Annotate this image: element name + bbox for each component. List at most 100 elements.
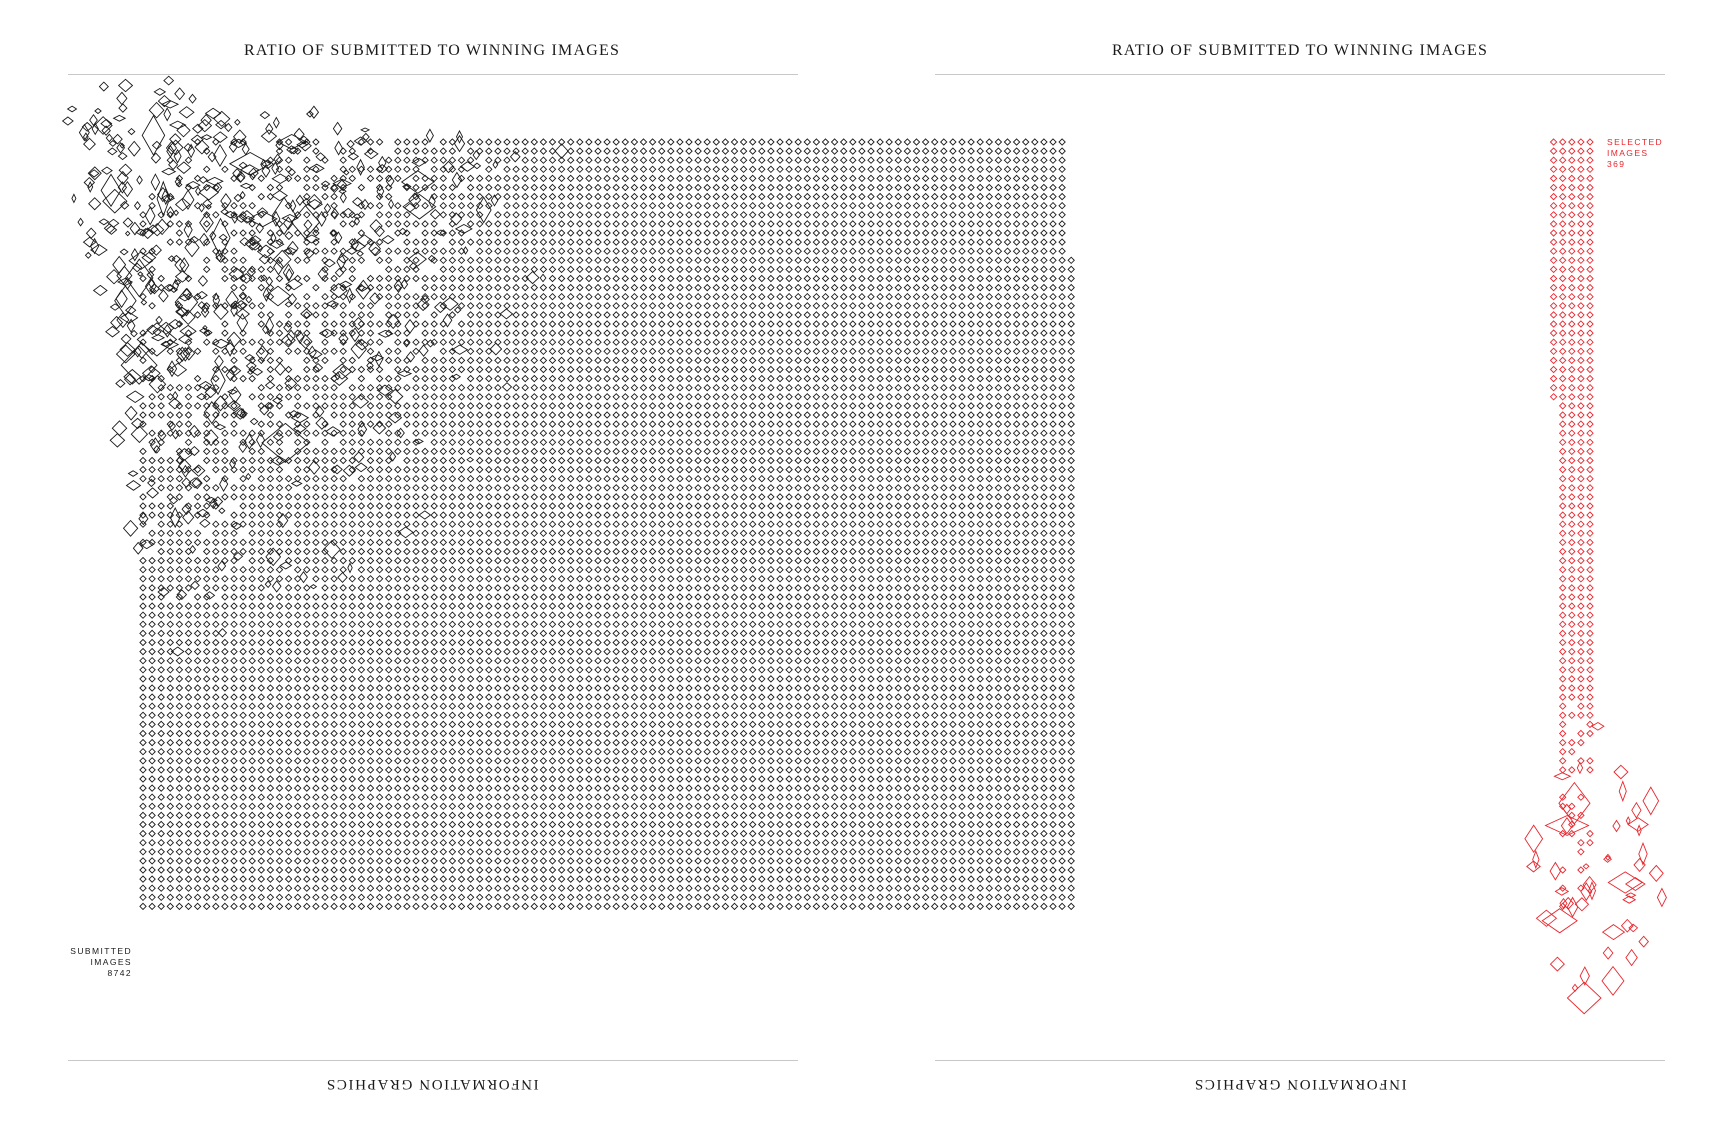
submitted-image-mark — [184, 747, 193, 756]
submitted-image-mark — [603, 402, 611, 410]
submitted-image-mark — [576, 575, 584, 583]
submitted-image-mark — [394, 156, 402, 164]
submitted-image-mark — [548, 593, 557, 601]
submitted-image-mark — [384, 374, 393, 383]
submitted-image-mark — [594, 156, 602, 164]
submitted-image-mark — [321, 584, 329, 592]
submitted-image-mark — [166, 575, 175, 583]
submitted-image-mark — [585, 620, 593, 629]
submitted-image-mark — [348, 638, 357, 647]
submitted-image-mark — [193, 684, 202, 692]
submitted-image-mark — [512, 820, 520, 829]
submitted-image-mark — [612, 292, 620, 301]
submitted-image-mark — [494, 829, 502, 838]
submitted-image-mark — [375, 274, 384, 283]
submitted-image-mark — [248, 241, 262, 251]
submitted-image-mark — [202, 198, 213, 209]
submitted-image-mark — [639, 511, 648, 519]
submitted-image-mark — [175, 848, 184, 856]
submitted-image-mark — [421, 447, 429, 456]
submitted-image-mark — [394, 820, 402, 829]
submitted-image-mark — [330, 229, 338, 237]
submitted-image-mark — [308, 459, 321, 475]
submitted-image-mark — [585, 465, 593, 474]
submitted-image-mark — [94, 107, 102, 115]
submitted-image-mark — [212, 802, 220, 811]
submitted-image-mark — [612, 647, 620, 656]
submitted-image-mark — [557, 420, 566, 428]
submitted-image-mark — [639, 502, 648, 510]
submitted-image-mark — [639, 256, 648, 265]
submitted-image-mark — [184, 738, 193, 747]
submitted-image-mark — [448, 456, 457, 465]
submitted-image-mark — [475, 884, 484, 892]
submitted-image-mark — [348, 420, 357, 428]
submitted-image-mark — [281, 213, 299, 223]
submitted-image-mark — [366, 556, 375, 565]
submitted-image-mark — [494, 747, 502, 756]
submitted-image-mark — [612, 575, 620, 583]
submitted-image-mark — [566, 283, 575, 292]
submitted-image-mark — [370, 354, 385, 362]
submitted-image-mark — [85, 227, 97, 239]
submitted-image-mark — [639, 593, 648, 601]
submitted-image-mark — [576, 857, 584, 865]
submitted-image-mark — [286, 145, 298, 155]
submitted-image-mark — [421, 502, 429, 510]
submitted-image-mark — [204, 496, 218, 504]
submitted-image-mark — [321, 547, 329, 556]
submitted-image-mark — [594, 584, 602, 592]
submitted-image-mark — [202, 238, 211, 246]
submitted-image-mark — [548, 302, 557, 310]
submitted-image-mark — [412, 292, 420, 301]
submitted-image-mark — [412, 656, 420, 665]
submitted-image-mark — [339, 611, 347, 619]
submitted-image-mark — [293, 757, 302, 765]
submitted-image-mark — [403, 547, 411, 556]
submitted-image-mark — [266, 766, 275, 774]
submitted-image-mark — [667, 629, 675, 638]
submitted-image-mark — [266, 511, 275, 519]
submitted-image-mark — [630, 666, 639, 674]
submitted-image-mark — [366, 474, 375, 483]
submitted-image-mark — [421, 893, 429, 902]
submitted-image-mark — [348, 720, 357, 729]
submitted-image-mark — [421, 493, 429, 501]
submitted-image-mark — [312, 747, 320, 756]
submitted-image-mark — [339, 420, 347, 428]
submitted-image-mark — [585, 502, 593, 510]
submitted-image-mark — [325, 426, 342, 437]
submitted-image-mark — [202, 729, 211, 738]
submitted-image-mark — [184, 575, 193, 583]
submitted-image-mark — [594, 611, 602, 619]
submitted-image-mark — [284, 393, 293, 401]
submitted-image-mark — [594, 757, 602, 765]
submitted-image-mark — [621, 620, 630, 629]
submitted-image-mark — [266, 311, 275, 319]
submitted-image-mark — [257, 283, 266, 292]
submitted-image-mark — [621, 747, 630, 756]
submitted-image-mark — [503, 611, 511, 619]
submitted-image-mark — [403, 447, 411, 456]
submitted-image-mark — [330, 465, 338, 474]
submitted-image-mark — [357, 629, 366, 638]
submitted-image-mark — [512, 520, 520, 528]
submitted-image-mark — [384, 274, 393, 283]
submitted-image-mark — [603, 766, 611, 774]
submitted-image-mark — [548, 829, 557, 838]
submitted-image-mark — [448, 811, 457, 820]
submitted-image-mark — [421, 283, 429, 292]
submitted-image-mark — [321, 402, 329, 410]
submitted-image-mark — [248, 784, 256, 792]
submitted-image-mark — [321, 656, 329, 665]
submitted-image-mark — [503, 420, 511, 428]
submitted-image-mark — [548, 165, 557, 174]
submitted-image-mark — [342, 464, 356, 477]
submitted-image-mark — [494, 447, 502, 456]
submitted-image-mark — [475, 784, 484, 792]
submitted-image-mark — [239, 474, 247, 483]
submitted-image-mark — [193, 729, 202, 738]
submitted-image-mark — [475, 474, 484, 483]
submitted-image-mark — [403, 784, 411, 792]
